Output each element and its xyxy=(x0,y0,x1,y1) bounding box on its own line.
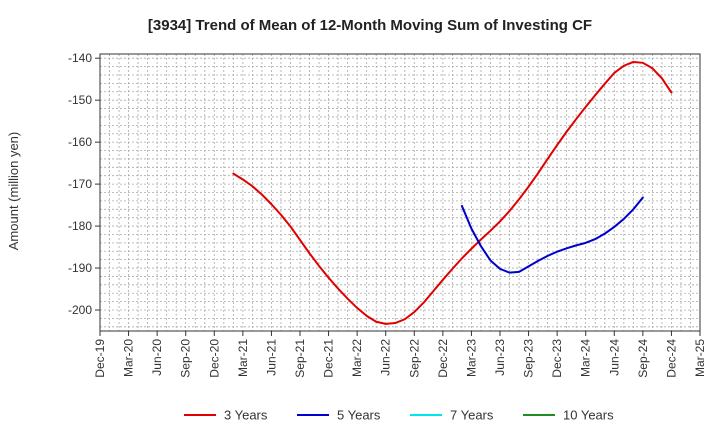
y-tick-label: -160 xyxy=(68,135,92,149)
x-tick-label: Jun-20 xyxy=(150,339,164,376)
x-tick-label: Mar-21 xyxy=(236,339,250,377)
legend: 3 Years 5 Years 7 Years 10 Years xyxy=(184,408,614,423)
x-tick-label: Sep-23 xyxy=(522,339,536,378)
y-tick-label: -190 xyxy=(68,261,92,275)
x-tick-label: Jun-21 xyxy=(264,339,278,376)
chart-title: [3934] Trend of Mean of 12-Month Moving … xyxy=(148,17,592,34)
x-tick-label: Jun-23 xyxy=(493,339,507,376)
x-tick-label: Mar-20 xyxy=(122,339,136,377)
y-tick-label: -200 xyxy=(68,303,92,317)
legend-item-5-years: 5 Years xyxy=(297,408,381,423)
x-tick-label: Dec-19 xyxy=(93,339,107,378)
x-axis-ticks: Dec-19 Mar-20 Jun-20 Sep-20 Dec-20 Mar-21 Jun-… xyxy=(93,331,707,378)
legend-label: 7 Years xyxy=(450,408,494,423)
series-line-5-years xyxy=(460,196,644,274)
legend-label: 10 Years xyxy=(563,408,614,423)
x-tick-label: Sep-20 xyxy=(179,339,193,378)
y-tick-label: -150 xyxy=(68,93,92,107)
x-tick-label: Mar-25 xyxy=(693,339,707,377)
x-tick-label: Dec-20 xyxy=(207,339,221,378)
legend-item-10-years: 10 Years xyxy=(523,408,614,423)
series-line-3-years xyxy=(232,60,673,325)
horizontal-gridlines xyxy=(100,57,700,328)
x-tick-label: Jun-24 xyxy=(607,339,621,376)
plot-border xyxy=(99,53,701,332)
y-axis-ticks: -140 -150 -160 -170 -180 -190 -200 xyxy=(68,51,100,317)
x-tick-label: Dec-21 xyxy=(322,339,336,378)
series-lines xyxy=(232,60,673,325)
x-tick-label: Dec-23 xyxy=(550,339,564,378)
x-tick-label: Mar-22 xyxy=(350,339,364,377)
y-tick-label: -140 xyxy=(68,51,92,65)
legend-item-3-years: 3 Years xyxy=(184,408,268,423)
y-tick-label: -170 xyxy=(68,177,92,191)
x-tick-label: Sep-22 xyxy=(407,339,421,378)
x-tick-label: Sep-24 xyxy=(636,339,650,378)
y-tick-label: -180 xyxy=(68,219,92,233)
x-tick-label: Mar-23 xyxy=(464,339,478,377)
y-axis-label: Amount (million yen) xyxy=(6,132,21,251)
x-tick-label: Dec-24 xyxy=(664,339,678,378)
x-tick-label: Mar-24 xyxy=(579,339,593,377)
legend-item-7-years: 7 Years xyxy=(410,408,494,423)
x-tick-label: Jun-22 xyxy=(379,339,393,376)
x-tick-label: Sep-21 xyxy=(293,339,307,378)
legend-label: 5 Years xyxy=(337,408,381,423)
legend-label: 3 Years xyxy=(224,408,268,423)
x-tick-label: Dec-22 xyxy=(436,339,450,378)
